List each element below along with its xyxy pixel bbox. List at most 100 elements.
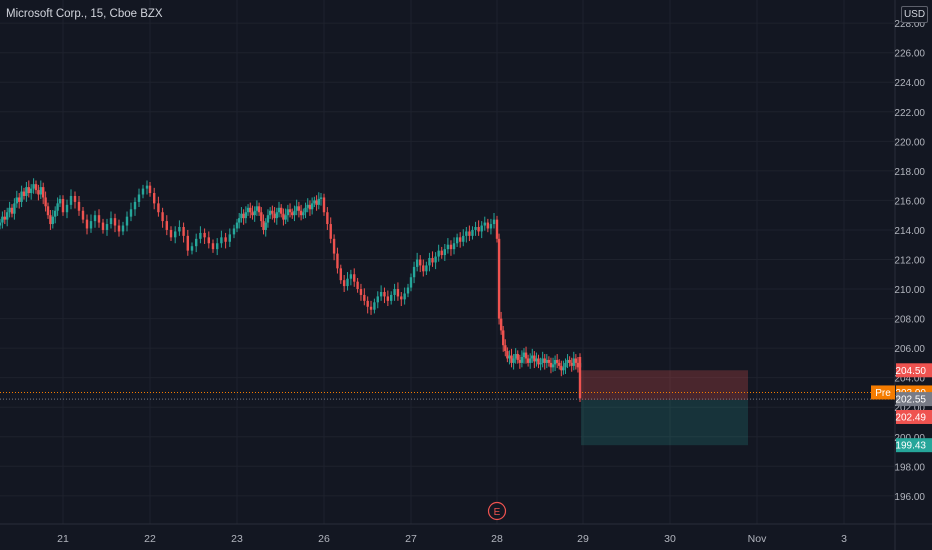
stop-loss-zone[interactable] (581, 370, 748, 400)
candle (251, 205, 254, 220)
candle (455, 233, 459, 247)
candle-body (349, 274, 353, 279)
candle (77, 195, 81, 216)
candle-body (178, 227, 181, 232)
candle (304, 202, 307, 219)
candle-body (386, 296, 390, 301)
candle (161, 207, 164, 228)
take-profit-zone[interactable] (581, 399, 748, 446)
candle (422, 259, 425, 277)
candle (431, 251, 434, 267)
candle-body (15, 197, 18, 204)
candle-body (18, 197, 21, 202)
candle-body (495, 219, 499, 239)
candle (137, 188, 141, 208)
candle-body (452, 243, 456, 250)
candle-body (199, 232, 202, 239)
candle-body (244, 212, 248, 219)
candle-body (161, 212, 164, 222)
price-tag-entry: 202.49 (895, 409, 932, 424)
candle (8, 201, 11, 218)
candle-body (3, 216, 6, 220)
candle (566, 354, 569, 369)
candle-body (483, 222, 486, 226)
candle-body (37, 190, 40, 195)
candle-body (93, 215, 97, 222)
candle-body (89, 221, 93, 229)
candle (207, 231, 210, 249)
candle (277, 201, 281, 218)
candle (317, 192, 320, 210)
candle-body (238, 218, 241, 223)
candle-body (302, 212, 305, 216)
candle (558, 359, 561, 370)
candle (58, 195, 62, 208)
candle-body (537, 358, 540, 365)
price-tag-last: 202.55 (895, 392, 932, 407)
candle-body (431, 258, 434, 263)
candle-body (446, 244, 450, 250)
candle-body (465, 231, 468, 236)
candle (468, 225, 471, 242)
candle (264, 218, 267, 237)
candle (449, 240, 453, 256)
candle (383, 287, 386, 304)
candle-body (251, 212, 254, 216)
currency-badge[interactable]: USD (901, 6, 928, 23)
candle-body (504, 345, 507, 352)
candle-body (190, 246, 194, 251)
symbol-title[interactable]: Microsoft Corp., 15, Cboe BZX (6, 8, 163, 20)
candle (308, 200, 312, 216)
candle-body (255, 206, 259, 211)
candle (22, 187, 26, 200)
candle (419, 255, 422, 273)
earnings-layer: E (487, 501, 507, 521)
candle-body (105, 224, 109, 230)
candle-body (533, 355, 536, 362)
candle-body (406, 287, 410, 294)
candle-body (400, 296, 403, 300)
earnings-icon[interactable] (487, 501, 507, 521)
candle (56, 197, 59, 216)
candle-body (315, 200, 318, 205)
candle-body (211, 243, 215, 250)
candle-body (235, 222, 239, 229)
candle-body (69, 195, 73, 205)
candle-body (117, 225, 121, 232)
candle (400, 291, 403, 307)
candle-body (121, 225, 125, 232)
candle (483, 216, 486, 231)
candle-body (195, 238, 198, 247)
candle (349, 269, 353, 286)
candle-body (474, 227, 477, 230)
candle-body (264, 222, 267, 230)
candle (504, 339, 507, 357)
candle (514, 348, 517, 364)
candle-body (275, 212, 278, 219)
candle (396, 282, 400, 301)
time-tick-label: 21 (57, 533, 69, 545)
candle-body (13, 203, 16, 214)
candle-body (44, 197, 47, 207)
candle-body (497, 238, 501, 319)
earnings-label: E (494, 507, 501, 518)
candle-body (359, 289, 363, 295)
time-axis[interactable]: 21 22 23 26 27 28 29 30 Nov 3 (57, 533, 847, 545)
candle (129, 202, 133, 222)
candle (257, 202, 261, 216)
candle-body (326, 212, 329, 225)
candle (322, 193, 326, 216)
candle-body (297, 206, 301, 211)
candle-body (288, 209, 292, 213)
candle (547, 356, 551, 367)
candle-body (10, 207, 14, 214)
candle (174, 226, 177, 244)
candle-body (578, 356, 582, 399)
candle-body (422, 265, 425, 272)
price-tag-box (896, 392, 932, 407)
candle (282, 208, 285, 226)
candle (293, 205, 296, 222)
price-tick-label: 218.00 (894, 167, 925, 178)
candle-body (8, 207, 11, 213)
